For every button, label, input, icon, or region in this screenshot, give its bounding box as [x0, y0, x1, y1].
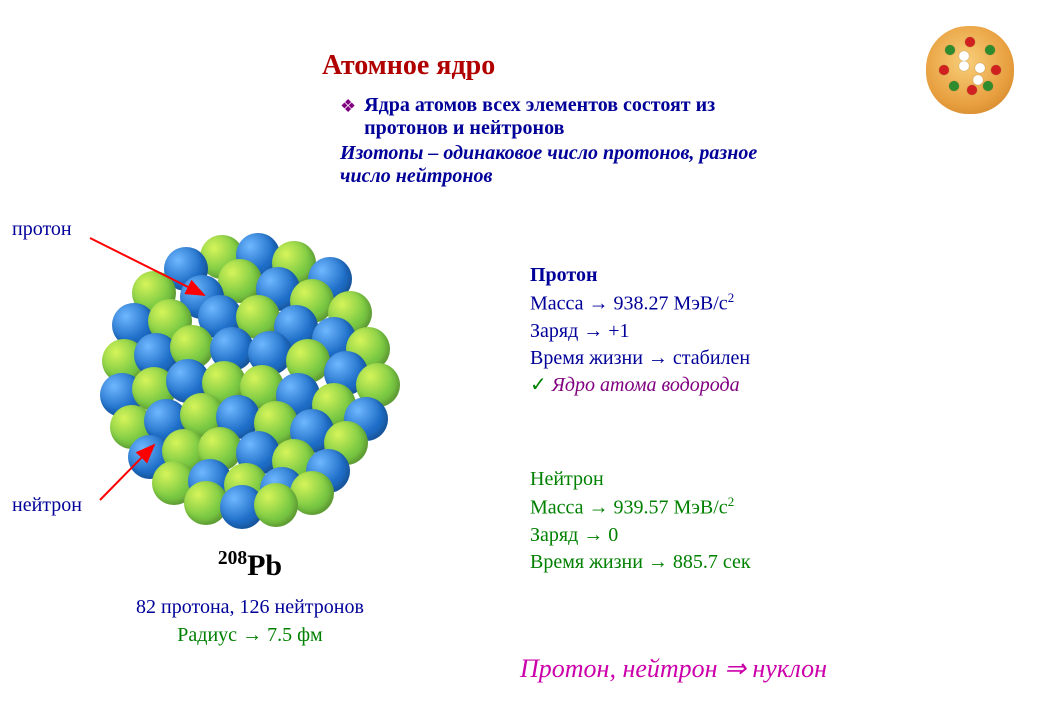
footer-left: Протон, нейтрон: [520, 654, 718, 683]
thumb-dot: [991, 65, 1001, 75]
thumb-dot: [959, 61, 969, 71]
proton-charge-label: Заряд: [530, 320, 578, 342]
thumb-dot: [959, 51, 969, 61]
double-arrow-icon: ⇒: [724, 654, 752, 683]
neutron-mass-label: Масса: [530, 497, 584, 519]
mass-number: 208: [218, 548, 247, 569]
thumb-dot: [983, 81, 993, 91]
neutron-info: Нейтрон Масса → 939.57 МэВ/с2 Заряд → 0 …: [530, 466, 751, 576]
proton-mass-value: 938.27 МэВ/с: [614, 293, 728, 315]
proton-life-value: стабилен: [673, 347, 750, 369]
thumbnail-diagram: [920, 20, 1020, 120]
arrows-svg: [0, 0, 500, 560]
thumb-dot: [973, 75, 983, 85]
element-symbol: 208Pb: [170, 548, 330, 583]
arrow-icon: →: [589, 293, 614, 315]
thumb-dot: [965, 37, 975, 47]
arrow-icon: →: [648, 551, 673, 573]
neutron-life-label: Время жизни: [530, 551, 643, 573]
radius-label: Радиус: [177, 624, 237, 646]
neutron-charge-value: 0: [608, 524, 618, 546]
neutron-name: Нейтрон: [530, 466, 751, 493]
radius-value: 7.5 фм: [267, 624, 323, 646]
proton-life-label: Время жизни: [530, 347, 643, 369]
thumb-dot: [939, 65, 949, 75]
element-sym: Pb: [247, 549, 282, 582]
neutron-arrow: [100, 445, 154, 500]
thumb-dot: [985, 45, 995, 55]
arrow-icon: →: [242, 624, 267, 646]
arrow-icon: →: [648, 347, 673, 369]
proton-name: Протон: [530, 262, 750, 289]
check-icon: ✓: [530, 374, 547, 396]
proton-mass-label: Масса: [530, 293, 584, 315]
thumb-dot: [949, 81, 959, 91]
thumb-dot: [975, 63, 985, 73]
arrow-icon: →: [583, 320, 608, 342]
proton-mass-exp: 2: [728, 290, 735, 305]
element-radius: Радиус → 7.5 фм: [80, 624, 420, 647]
arrow-icon: →: [583, 524, 608, 546]
neutron-charge-label: Заряд: [530, 524, 578, 546]
proton-note: Ядро атома водорода: [552, 374, 740, 396]
proton-info: Протон Масса → 938.27 МэВ/с2 Заряд → +1 …: [530, 262, 750, 399]
proton-charge-value: +1: [608, 320, 629, 342]
neutron-mass-exp: 2: [728, 494, 735, 509]
proton-arrow: [90, 238, 204, 295]
element-desc: 82 протона, 126 нейтронов: [80, 596, 420, 619]
arrow-icon: →: [589, 497, 614, 519]
footer-right: нуклон: [752, 654, 827, 683]
thumb-dot: [967, 85, 977, 95]
neutron-life-value: 885.7 сек: [673, 551, 751, 573]
neutron-mass-value: 939.57 МэВ/с: [614, 497, 728, 519]
footer-line: Протон, нейтрон ⇒ нуклон: [520, 654, 827, 684]
thumb-dot: [945, 45, 955, 55]
